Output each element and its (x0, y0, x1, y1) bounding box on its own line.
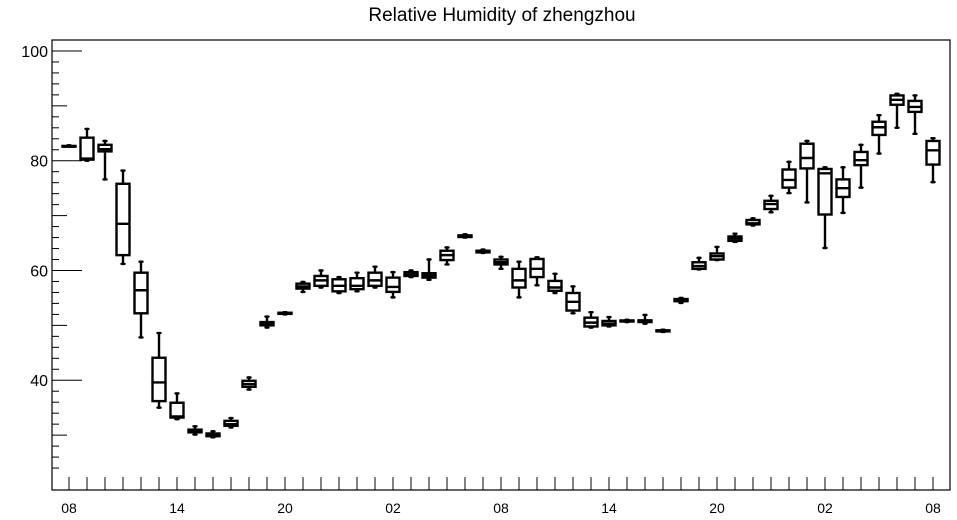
box-hour-46 (889, 92, 905, 130)
x-tick-label: 20 (277, 500, 293, 516)
box-hour-21 (439, 246, 455, 266)
box-hour-28 (565, 285, 581, 315)
box-hour-26 (529, 256, 545, 287)
box-hour-1 (79, 127, 95, 162)
box-hour-43 (835, 166, 851, 215)
box-iqr (853, 150, 869, 167)
box-hour-33 (655, 328, 671, 334)
box-iqr (781, 168, 797, 189)
box-iqr (349, 276, 365, 291)
box-iqr (385, 276, 401, 294)
box-hour-9 (223, 416, 239, 429)
box-hour-8 (205, 430, 221, 439)
box-hour-17 (367, 265, 383, 289)
box-hour-39 (763, 194, 779, 214)
box-hour-23 (475, 248, 491, 255)
box-hour-42 (817, 166, 833, 250)
y-tick-label: 80 (30, 154, 48, 171)
y-tick-label: 60 (30, 263, 48, 280)
box-hour-35 (691, 256, 707, 271)
box-hour-14 (313, 269, 329, 289)
y-tick-label: 40 (30, 373, 48, 390)
x-tick-label: 02 (817, 500, 833, 516)
box-hour-32 (637, 313, 653, 325)
box-hour-5 (151, 331, 167, 409)
x-tick-label: 08 (925, 500, 941, 516)
box-hour-30 (601, 315, 617, 328)
box-hour-44 (853, 143, 869, 189)
box-iqr (151, 356, 167, 403)
box-hour-47 (907, 94, 923, 136)
x-tick-label: 20 (709, 500, 725, 516)
box-hour-31 (619, 318, 635, 324)
box-hour-36 (709, 245, 725, 262)
chart-title: Relative Humidity of zhengzhou (368, 5, 635, 26)
box-hour-19 (403, 269, 419, 279)
y-axis: 40 60 80 100 (21, 44, 82, 469)
box-hour-12 (277, 310, 293, 316)
x-tick-label: 08 (61, 500, 77, 516)
box-hour-37 (727, 232, 743, 244)
box-hour-4 (133, 260, 149, 339)
x-tick-label: 14 (169, 500, 185, 516)
box-hour-25 (511, 260, 527, 299)
box-iqr (925, 139, 941, 166)
x-axis: 08 14 20 02 08 14 20 02 08 (61, 477, 941, 516)
box-hour-2 (97, 139, 113, 181)
box-hour-18 (385, 270, 401, 299)
box-hour-48 (925, 137, 941, 184)
box-hour-34 (673, 296, 689, 305)
box-hour-3 (115, 169, 131, 266)
box-hour-10 (241, 376, 257, 391)
box-hour-7 (187, 425, 203, 436)
x-tick-label: 08 (493, 500, 509, 516)
box-hour-27 (547, 272, 563, 295)
box-hour-0 (61, 144, 77, 148)
box-iqr (817, 167, 833, 216)
box-hour-41 (799, 139, 815, 204)
box-hour-15 (331, 275, 347, 295)
box-hour-11 (259, 315, 275, 329)
box-hour-29 (583, 310, 599, 329)
box-hour-45 (871, 113, 887, 155)
box-iqr (79, 136, 95, 161)
box-hour-40 (781, 160, 797, 195)
box-hour-22 (457, 233, 473, 239)
x-tick-label: 14 (601, 500, 617, 516)
box-iqr (511, 267, 527, 289)
box-iqr (799, 142, 815, 170)
box-iqr (115, 182, 131, 257)
box-hour-24 (493, 255, 509, 271)
box-hour-38 (745, 217, 761, 227)
box-hour-20 (421, 258, 437, 282)
box-hour-16 (349, 271, 365, 293)
x-tick-label: 02 (385, 500, 401, 516)
box-iqr (547, 279, 563, 292)
box-hour-13 (295, 280, 311, 294)
box-series (61, 92, 941, 439)
box-hour-6 (169, 392, 185, 421)
box-iqr (133, 271, 149, 315)
y-tick-label: 100 (21, 44, 48, 61)
